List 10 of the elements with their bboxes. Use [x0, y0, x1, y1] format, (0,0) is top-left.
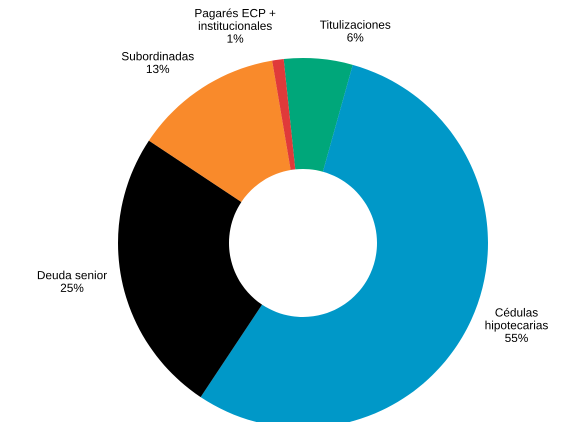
slice-label: Titulizaciones	[320, 20, 390, 29]
data-label: 55%	[505, 334, 528, 342]
data-label: 25%	[60, 284, 84, 292]
data-label: 13%	[146, 64, 170, 74]
slice-label: Deuda senior	[38, 270, 107, 280]
slice-label: Subordinadas	[122, 52, 194, 60]
data-label: 6%	[347, 33, 364, 42]
slice-label: Cédulas hipotecarias	[485, 308, 548, 332]
data-label: 1%	[228, 34, 244, 43]
slice-label: Pagarés ECP + institucionales	[195, 8, 276, 30]
